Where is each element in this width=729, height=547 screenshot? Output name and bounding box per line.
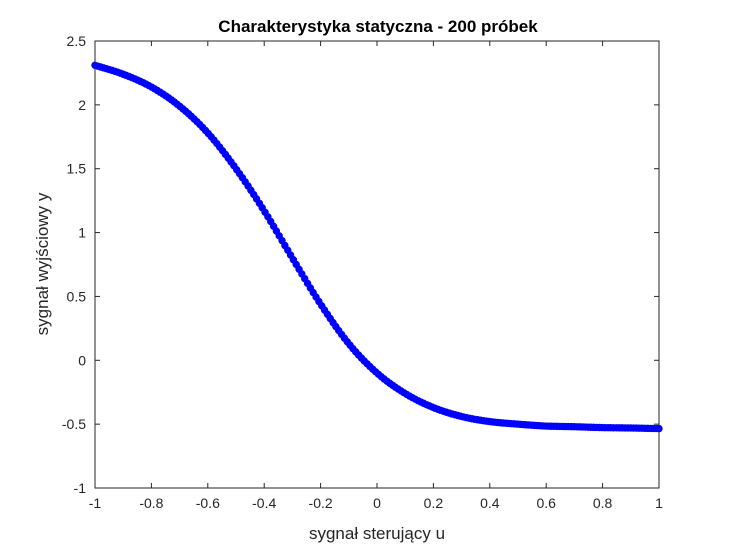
data-point — [655, 424, 663, 433]
chart-title: Charakterystyka statyczna - 200 próbek — [218, 17, 538, 36]
x-tick-label: -0.2 — [309, 495, 333, 511]
y-tick-label: 2 — [78, 97, 86, 113]
x-tick-label: -0.8 — [139, 495, 163, 511]
y-tick-label: 0.5 — [67, 288, 87, 304]
y-axis-label: sygnał wyjściowy y — [33, 192, 52, 335]
y-tick-label: 1.5 — [67, 161, 87, 177]
y-tick-label: 1 — [78, 225, 86, 241]
x-tick-label: -1 — [89, 495, 102, 511]
x-tick-label: -0.4 — [252, 495, 276, 511]
x-tick-label: -0.6 — [196, 495, 220, 511]
x-axis-label: sygnał sterujący u — [309, 524, 445, 543]
x-tick-label: 0 — [373, 495, 381, 511]
x-tick-label: 1 — [655, 495, 663, 511]
x-tick-label: 0.4 — [480, 495, 500, 511]
x-tick-label: 0.8 — [593, 495, 613, 511]
y-tick-label: 0 — [78, 352, 86, 368]
x-tick-label: 0.6 — [536, 495, 556, 511]
data-markers — [91, 61, 663, 433]
y-tick-label: -1 — [74, 480, 87, 496]
x-tick-label: 0.2 — [424, 495, 444, 511]
y-tick-label: -0.5 — [62, 416, 86, 432]
axis-ticks: -1 -0.8 -0.6 -0.4 -0.2 0 0.2 0.4 0.6 0.8 1 -1 -0.5 0 0… — [62, 33, 663, 511]
y-tick-label: 2.5 — [67, 33, 87, 49]
